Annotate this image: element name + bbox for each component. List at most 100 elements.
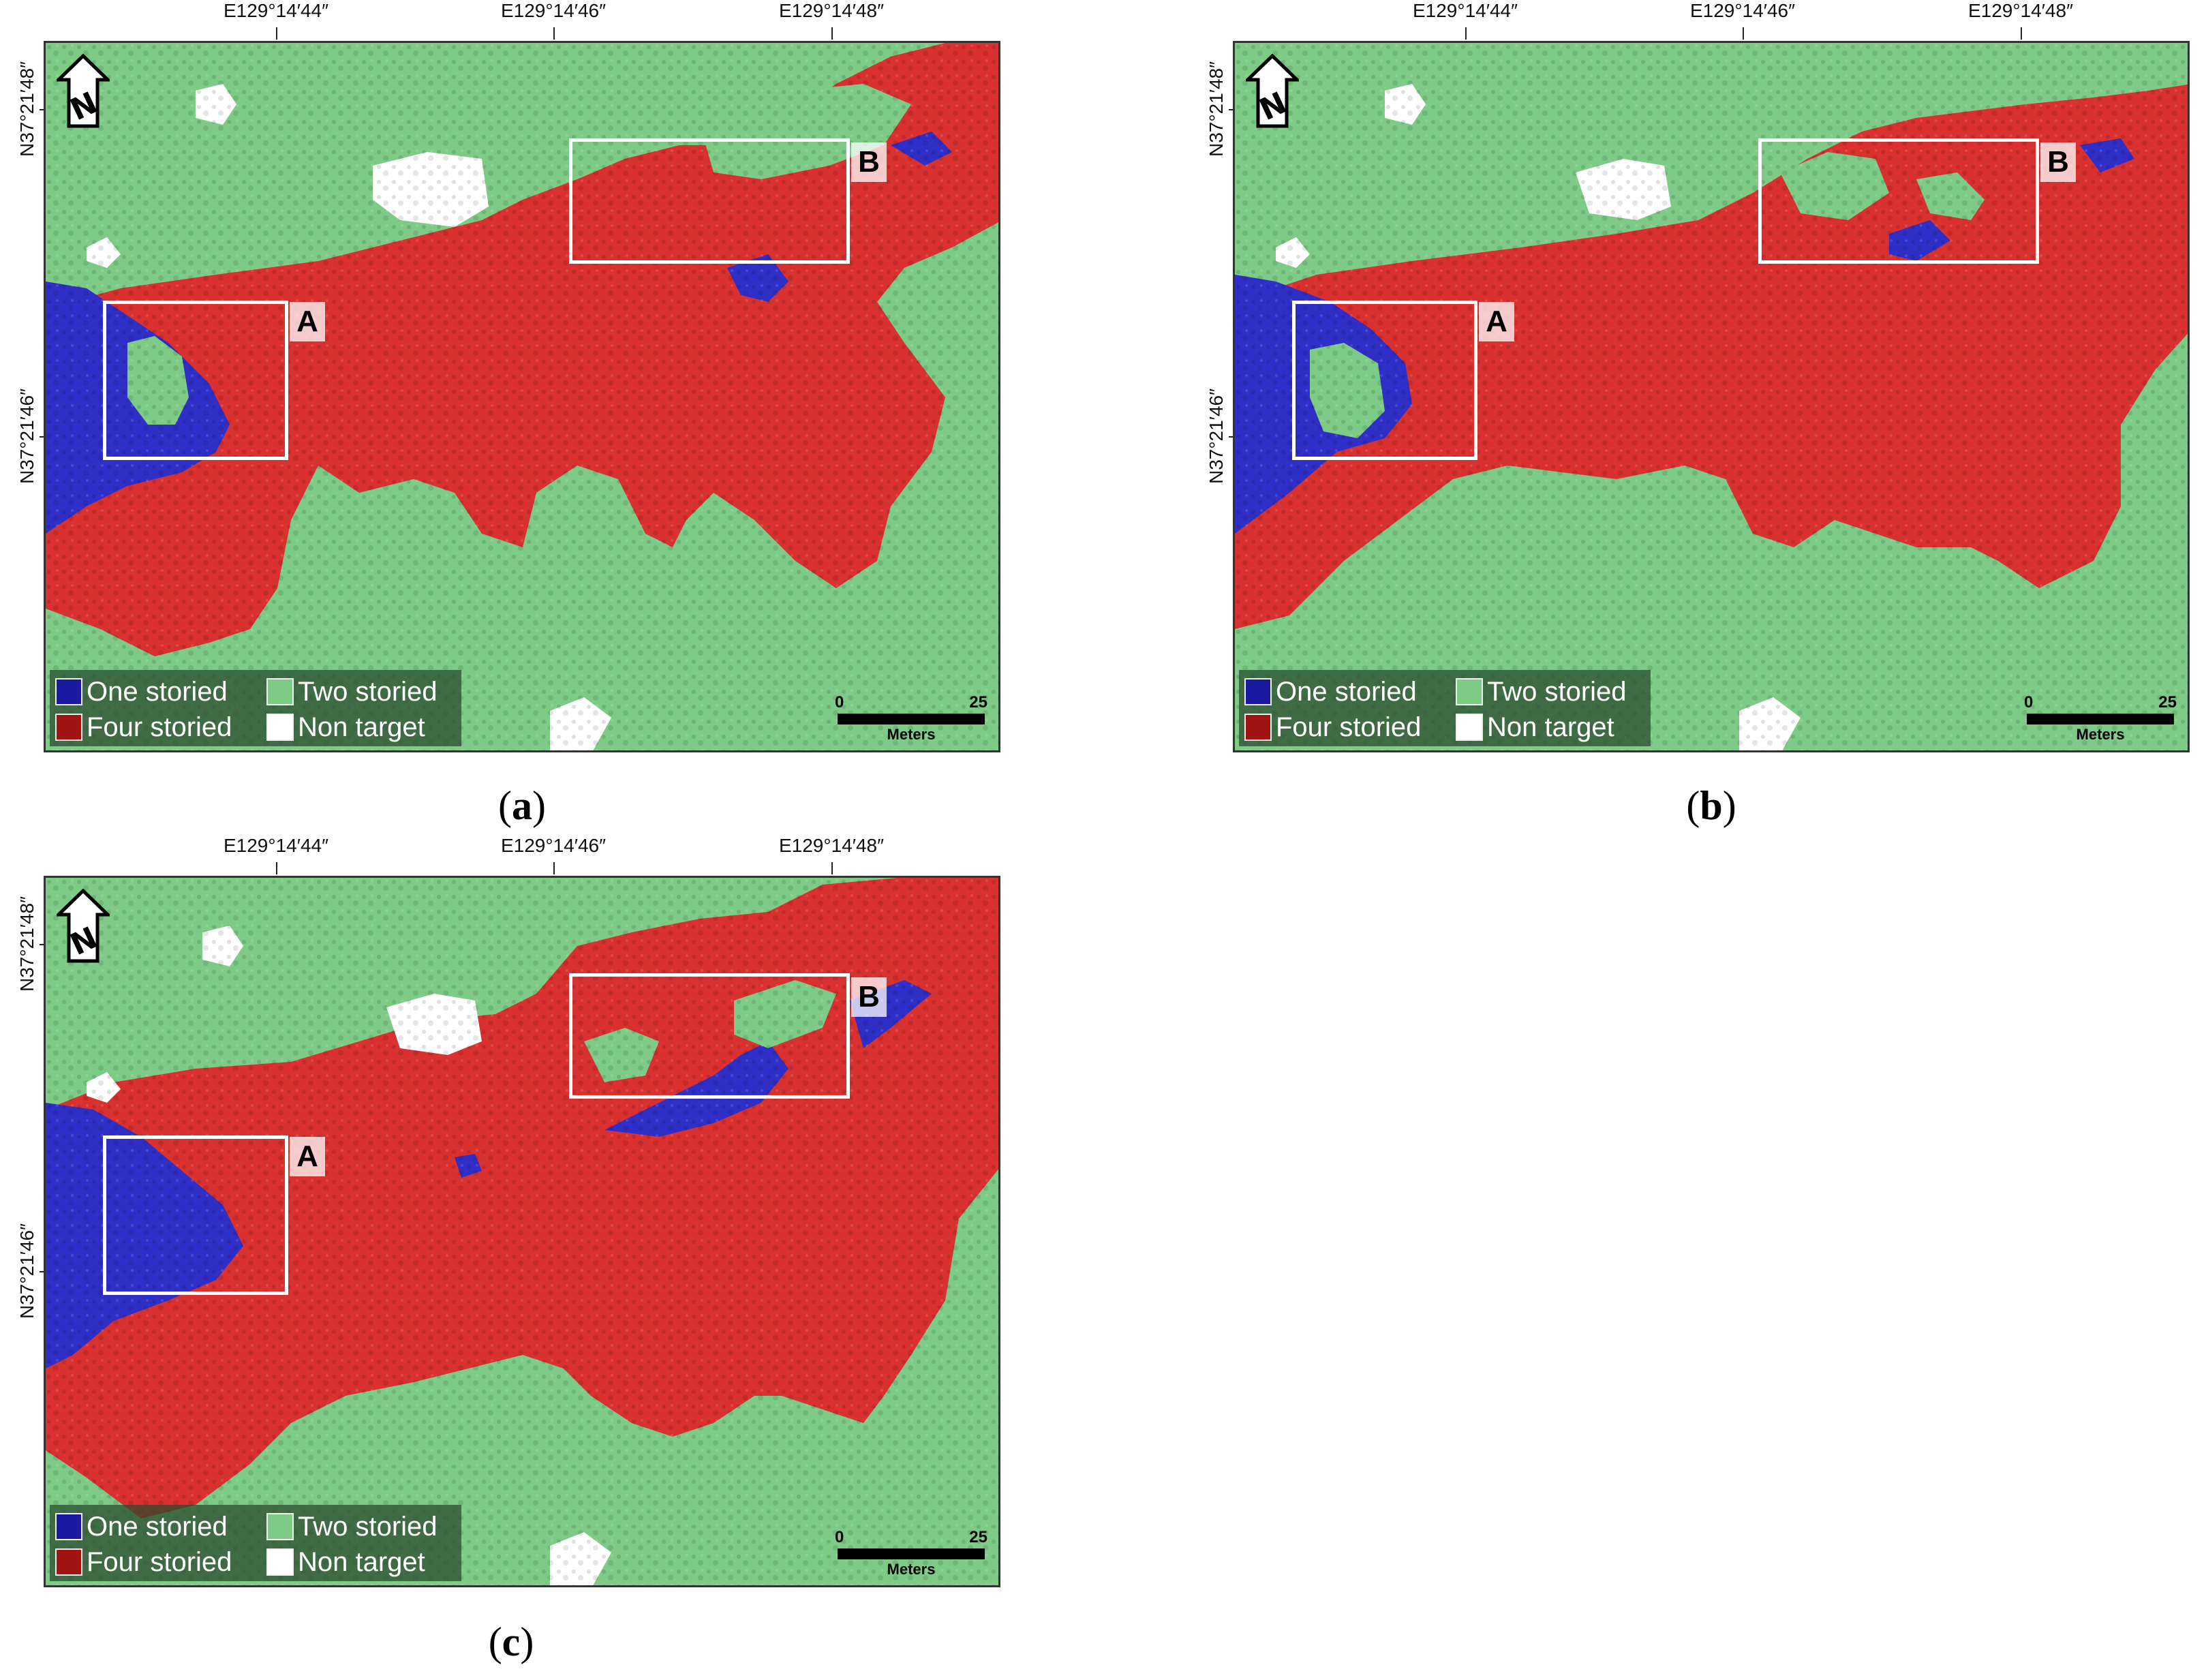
latitude-label: N37°21′48″	[1206, 61, 1227, 157]
legend-item-four-storied: Four storied	[1244, 712, 1421, 742]
caption-b: (b)	[1686, 782, 1736, 829]
one-storied-swatch	[55, 1513, 82, 1540]
latitude-label: N37°21′46″	[16, 388, 37, 485]
legend-label: Four storied	[1276, 712, 1422, 742]
caption-a: (a)	[498, 782, 546, 829]
scale-start: 0	[835, 693, 844, 712]
legend-label: Two storied	[298, 1511, 438, 1542]
caption-close: )	[1722, 783, 1736, 828]
classification-map	[46, 878, 998, 1585]
legend: One storied Two storied Four storied Non…	[50, 1505, 461, 1581]
caption-letter: c	[502, 1619, 521, 1664]
longitude-tick	[276, 862, 277, 874]
latitude-label: N37°21′48″	[16, 61, 37, 157]
longitude-label: E129°14′46″	[500, 835, 607, 856]
legend-label: One storied	[87, 676, 228, 707]
scale-bar-line	[838, 714, 985, 724]
four-storied-swatch	[55, 1548, 82, 1576]
legend: One storied Two storied Four storied Non…	[1239, 670, 1651, 746]
non-target-swatch	[266, 1548, 294, 1576]
area-box-b	[569, 973, 850, 1099]
caption-open: (	[1686, 783, 1700, 828]
caption-open: (	[498, 783, 512, 828]
legend-item-two-storied: Two storied	[266, 677, 438, 707]
longitude-label: E129°14′48″	[1967, 0, 2074, 21]
scale-end: 25	[2158, 693, 2177, 712]
non-target-swatch	[266, 714, 294, 741]
legend-item-one-storied: One storied	[55, 677, 228, 707]
map-b: A B N One storied Two storied Four stori…	[1233, 41, 2190, 752]
panel-c: E129°14′44″ E129°14′46″ E129°14′48″ N37°…	[0, 835, 1022, 1680]
scale-start: 0	[2024, 693, 2034, 712]
area-box-a	[1292, 301, 1477, 460]
scale-end: 25	[969, 693, 987, 712]
longitude-label: E129°14′48″	[778, 0, 885, 21]
longitude-tick	[831, 862, 833, 874]
area-label-b: B	[851, 977, 887, 1017]
panel-b: E129°14′44″ E129°14′46″ E129°14′48″ N37°…	[1189, 0, 2206, 838]
scale-bar: 0 25 Meters	[835, 1528, 987, 1578]
map-c: A B N One storied Two storied Four stori…	[44, 876, 1000, 1587]
caption-letter: a	[512, 783, 532, 828]
scale-unit: Meters	[887, 726, 936, 743]
area-box-a	[103, 301, 288, 460]
panel-a: E129°14′44″ E129°14′46″ E129°14′48″ N37°…	[0, 0, 1022, 838]
legend-item-four-storied: Four storied	[55, 712, 232, 742]
scale-unit: Meters	[2076, 726, 2125, 743]
legend-item-non-target: Non target	[1456, 712, 1614, 742]
two-storied-swatch	[266, 678, 294, 705]
area-box-a	[103, 1135, 288, 1295]
classification-map	[46, 43, 998, 750]
caption-close: )	[532, 783, 546, 828]
longitude-tick	[276, 27, 277, 40]
longitude-label: E129°14′44″	[223, 0, 329, 21]
legend-label: Two storied	[1487, 676, 1627, 707]
one-storied-swatch	[55, 678, 82, 705]
north-arrow-icon: N	[57, 54, 110, 129]
area-box-b	[1758, 138, 2039, 264]
area-label-a: A	[290, 302, 325, 341]
longitude-tick	[831, 27, 833, 40]
legend-item-two-storied: Two storied	[1456, 677, 1627, 707]
legend-label: Non target	[298, 1546, 425, 1577]
legend-label: Two storied	[298, 676, 438, 707]
two-storied-swatch	[266, 1513, 294, 1540]
legend-item-non-target: Non target	[266, 712, 425, 742]
scale-bar-line	[838, 1548, 985, 1559]
legend-item-one-storied: One storied	[55, 1512, 228, 1542]
four-storied-swatch	[1244, 714, 1272, 741]
legend-label: Non target	[298, 712, 425, 742]
legend-item-four-storied: Four storied	[55, 1547, 232, 1577]
legend-item-two-storied: Two storied	[266, 1512, 438, 1542]
area-label-b: B	[851, 142, 887, 182]
legend-label: Four storied	[87, 1546, 232, 1577]
north-arrow-icon: N	[1246, 54, 1299, 129]
scale-end: 25	[969, 1528, 987, 1546]
legend-label: One storied	[1276, 676, 1417, 707]
longitude-tick	[553, 862, 555, 874]
legend-label: Non target	[1487, 712, 1614, 742]
longitude-label: E129°14′46″	[500, 0, 607, 21]
scale-start: 0	[835, 1528, 844, 1546]
caption-letter: b	[1700, 783, 1723, 828]
area-label-b: B	[2040, 142, 2076, 182]
scale-unit: Meters	[887, 1561, 936, 1578]
classification-map	[1235, 43, 2188, 750]
legend: One storied Two storied Four storied Non…	[50, 670, 461, 746]
legend-label: Four storied	[87, 712, 232, 742]
latitude-label: N37°21′46″	[1206, 388, 1227, 485]
area-label-a: A	[1479, 302, 1514, 341]
longitude-label: E129°14′44″	[1412, 0, 1518, 21]
north-arrow-icon: N	[57, 889, 110, 964]
longitude-tick	[2021, 27, 2022, 40]
map-a: A B N One storied Two storied Four stori…	[44, 41, 1000, 752]
caption-close: )	[520, 1619, 534, 1664]
four-storied-swatch	[55, 714, 82, 741]
latitude-label: N37°21′46″	[16, 1223, 37, 1319]
longitude-label: E129°14′46″	[1689, 0, 1796, 21]
two-storied-swatch	[1456, 678, 1483, 705]
longitude-tick	[1743, 27, 1744, 40]
legend-label: One storied	[87, 1511, 228, 1542]
area-label-a: A	[290, 1137, 325, 1176]
scale-bar: 0 25 Meters	[2024, 693, 2177, 743]
